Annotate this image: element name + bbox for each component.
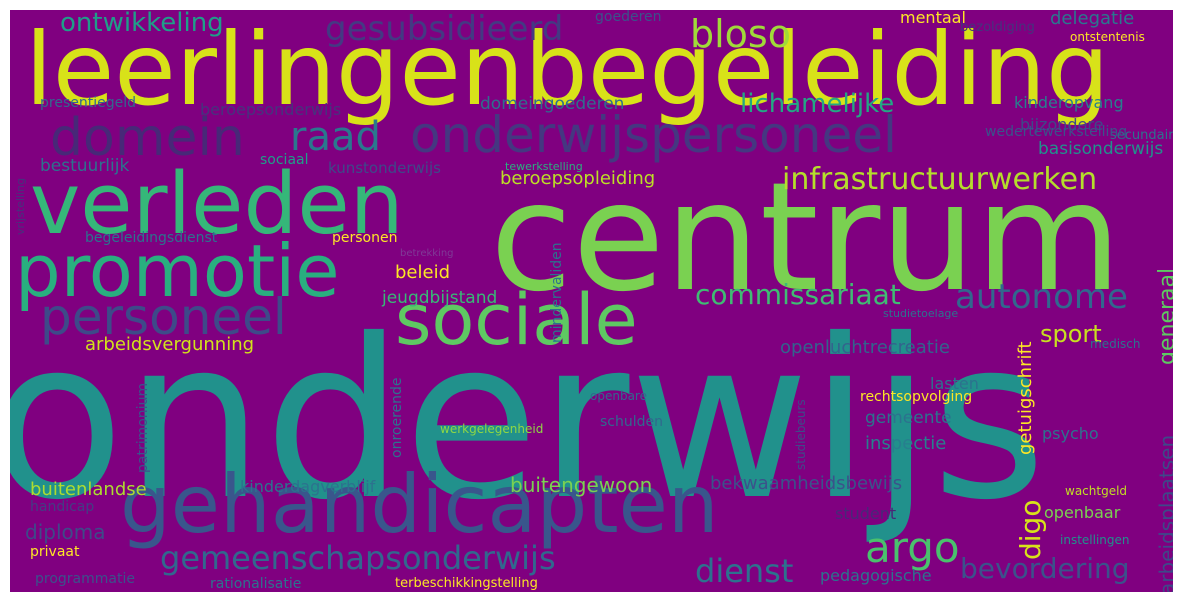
word-ontstentenis: ontstentenis bbox=[1070, 30, 1145, 44]
word-vrijstelling: vrijstelling bbox=[14, 177, 27, 235]
word-onroerende: onroerende bbox=[389, 377, 405, 459]
word-mindervaliden: mindervaliden bbox=[549, 242, 565, 343]
word-beroepsopleiding: beroepsopleiding bbox=[500, 168, 656, 189]
word-programmatie: programmatie bbox=[35, 571, 135, 587]
word-sport: sport bbox=[1040, 320, 1102, 348]
word-studietoelage: studietoelage bbox=[883, 307, 959, 320]
word-argo: argo bbox=[865, 523, 960, 572]
word-raad: raad bbox=[290, 114, 381, 160]
word-arbeidsvergunning: arbeidsvergunning bbox=[85, 334, 255, 355]
word-pedagogische: pedagogische bbox=[820, 566, 932, 585]
word-inspectie: inspectie bbox=[865, 433, 947, 454]
word-leerlingenbegeleiding: leerlingenbegeleiding bbox=[25, 11, 1110, 128]
word-rationalisatie: rationalisatie bbox=[210, 576, 302, 592]
word-terbeschikkingstelling: terbeschikkingstelling bbox=[395, 576, 538, 591]
word-commissariaat: commissariaat bbox=[695, 278, 901, 311]
word-bezoldiging: bezoldiging bbox=[960, 20, 1035, 35]
word-ontwikkeling: ontwikkeling bbox=[60, 10, 224, 38]
word-gemeente: gemeente bbox=[865, 408, 952, 428]
word-buitengewoon: buitengewoon bbox=[510, 473, 653, 497]
word-autonome: autonome bbox=[955, 277, 1128, 317]
word-dienst: dienst bbox=[695, 552, 794, 590]
word-arbeidsplaatsen: arbeidsplaatsen bbox=[1155, 434, 1173, 592]
word-wachtgeld: wachtgeld bbox=[1065, 484, 1128, 498]
word-instellingen: instellingen bbox=[1060, 533, 1130, 547]
word-domeingoederen: domeingoederen bbox=[480, 94, 625, 114]
word-bloso: bloso bbox=[690, 12, 791, 56]
word-studiebeurs: studiebeurs bbox=[794, 399, 808, 470]
word-kinderdagverblijf: kinderdagverblijf bbox=[240, 477, 376, 496]
word-wedertewerkstelling: wedertewerkstelling bbox=[985, 124, 1128, 140]
word-handicap: handicap bbox=[30, 499, 95, 515]
word-sociaal: sociaal bbox=[260, 152, 309, 168]
word-medisch: medisch bbox=[1090, 337, 1141, 351]
word-basisonderwijs: basisonderwijs bbox=[1038, 139, 1164, 159]
word-werkgelegenheid: werkgelegenheid bbox=[440, 422, 544, 436]
word-personeel: personeel bbox=[40, 288, 287, 346]
word-openbaar: openbaar bbox=[1044, 503, 1121, 522]
word-onderwijspersoneel: onderwijspersoneel bbox=[410, 106, 897, 164]
word-verleden: verleden bbox=[30, 155, 404, 254]
word-cloud: onderwijs centrum leerlingenbegeleiding geh… bbox=[10, 10, 1173, 592]
word-privaat: privaat bbox=[30, 544, 80, 560]
word-sociale: sociale bbox=[395, 279, 638, 361]
word-kinderopvang: kinderopvang bbox=[1014, 93, 1124, 112]
word-openbare: openbare bbox=[590, 389, 647, 403]
word-digo: digo bbox=[1014, 499, 1047, 560]
word-secundair: secundair bbox=[1110, 128, 1173, 143]
word-onderwijs: onderwijs bbox=[10, 292, 1047, 548]
word-schulden: schulden bbox=[600, 414, 663, 430]
word-promotie: promotie bbox=[15, 229, 340, 313]
word-infrastructuurwerken: infrastructuurwerken bbox=[782, 162, 1098, 197]
word-delegatie: delegatie bbox=[1050, 10, 1135, 29]
word-centrum: centrum bbox=[490, 151, 1122, 325]
word-kunstonderwijs: kunstonderwijs bbox=[328, 159, 441, 177]
word-begeleidingsdienst: begeleidingsdienst bbox=[85, 230, 218, 246]
word-getuigschrift: getuigschrift bbox=[1015, 341, 1036, 455]
word-psycho: psycho bbox=[1042, 424, 1099, 443]
word-bevordering: bevordering bbox=[960, 552, 1130, 585]
word-gehandicapten: gehandicapten bbox=[120, 458, 719, 551]
word-tewerkstelling: tewerkstelling bbox=[505, 160, 583, 173]
word-diploma: diploma bbox=[25, 520, 106, 544]
word-rechtsopvolging: rechtsopvolging bbox=[860, 389, 973, 405]
word-bijzondere: bijzondere bbox=[1020, 115, 1104, 134]
word-mentaal: mentaal bbox=[900, 10, 966, 27]
word-lasten: lasten bbox=[930, 374, 979, 393]
word-patrimonium: patrimonium bbox=[135, 382, 151, 473]
word-gesubsidieerd: gesubsidieerd bbox=[325, 10, 564, 49]
word-buitenlandse: buitenlandse bbox=[30, 479, 147, 500]
word-bekwaamheidsbewijs: bekwaamheidsbewijs bbox=[710, 473, 903, 494]
word-gemeenschapsonderwijs: gemeenschapsonderwijs bbox=[160, 539, 556, 577]
word-domein: domein bbox=[50, 108, 245, 168]
word-generaal: generaal bbox=[1155, 267, 1173, 365]
word-beleid: beleid bbox=[395, 262, 451, 283]
word-beroepsonderwijs: beroepsonderwijs bbox=[200, 100, 342, 119]
word-betrekking: betrekking bbox=[400, 248, 454, 259]
word-goederen: goederen bbox=[595, 10, 662, 25]
word-jeugdbijstand: jeugdbijstand bbox=[382, 288, 498, 308]
word-openluchtrecreatie: openluchtrecreatie bbox=[780, 337, 950, 358]
word-presentiegeld: presentiegeld bbox=[40, 95, 136, 111]
word-student: student bbox=[835, 504, 897, 523]
word-personen: personen bbox=[332, 230, 398, 246]
word-lichamelijke: lichamelijke bbox=[740, 89, 895, 119]
word-bestuurlijk: bestuurlijk bbox=[40, 156, 130, 176]
